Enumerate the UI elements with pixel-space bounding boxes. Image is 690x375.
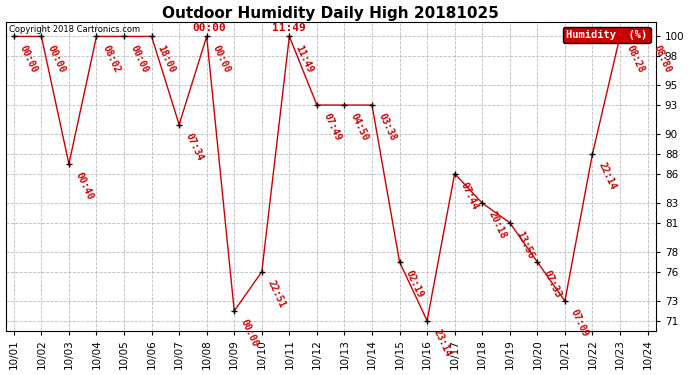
Text: 07:44: 07:44	[459, 181, 480, 212]
Text: 08:02: 08:02	[101, 44, 122, 74]
Text: 03:38: 03:38	[376, 112, 397, 143]
Text: 00:00: 00:00	[18, 44, 39, 74]
Text: 07:49: 07:49	[321, 112, 342, 143]
Text: 22:14: 22:14	[597, 161, 618, 192]
Title: Outdoor Humidity Daily High 20181025: Outdoor Humidity Daily High 20181025	[162, 6, 499, 21]
Text: 00:00: 00:00	[239, 318, 260, 349]
Text: 11:49: 11:49	[293, 44, 315, 74]
Text: Copyright 2018 Cartronics.com: Copyright 2018 Cartronics.com	[9, 25, 140, 34]
Text: 00:00: 00:00	[193, 23, 226, 33]
Text: 08:28: 08:28	[624, 44, 646, 74]
Legend: Humidity  (%): Humidity (%)	[563, 27, 651, 43]
Text: 00:40: 00:40	[73, 171, 95, 202]
Text: 00:00: 00:00	[128, 44, 150, 74]
Text: 02:19: 02:19	[404, 269, 425, 300]
Text: 07:09: 07:09	[569, 308, 591, 339]
Text: 07:33: 07:33	[542, 269, 563, 300]
Text: 20:18: 20:18	[486, 210, 508, 241]
Text: 04:50: 04:50	[348, 112, 370, 143]
Text: 18:00: 18:00	[156, 44, 177, 74]
Text: 11:49: 11:49	[273, 23, 306, 33]
Text: 22:51: 22:51	[266, 279, 288, 309]
Text: 00:00: 00:00	[211, 44, 233, 74]
Text: 07:34: 07:34	[184, 132, 205, 162]
Text: 00:00: 00:00	[46, 44, 67, 74]
Text: 13:56: 13:56	[514, 230, 535, 261]
Text: 23:14: 23:14	[431, 328, 453, 358]
Text: 08:80: 08:80	[651, 44, 673, 74]
